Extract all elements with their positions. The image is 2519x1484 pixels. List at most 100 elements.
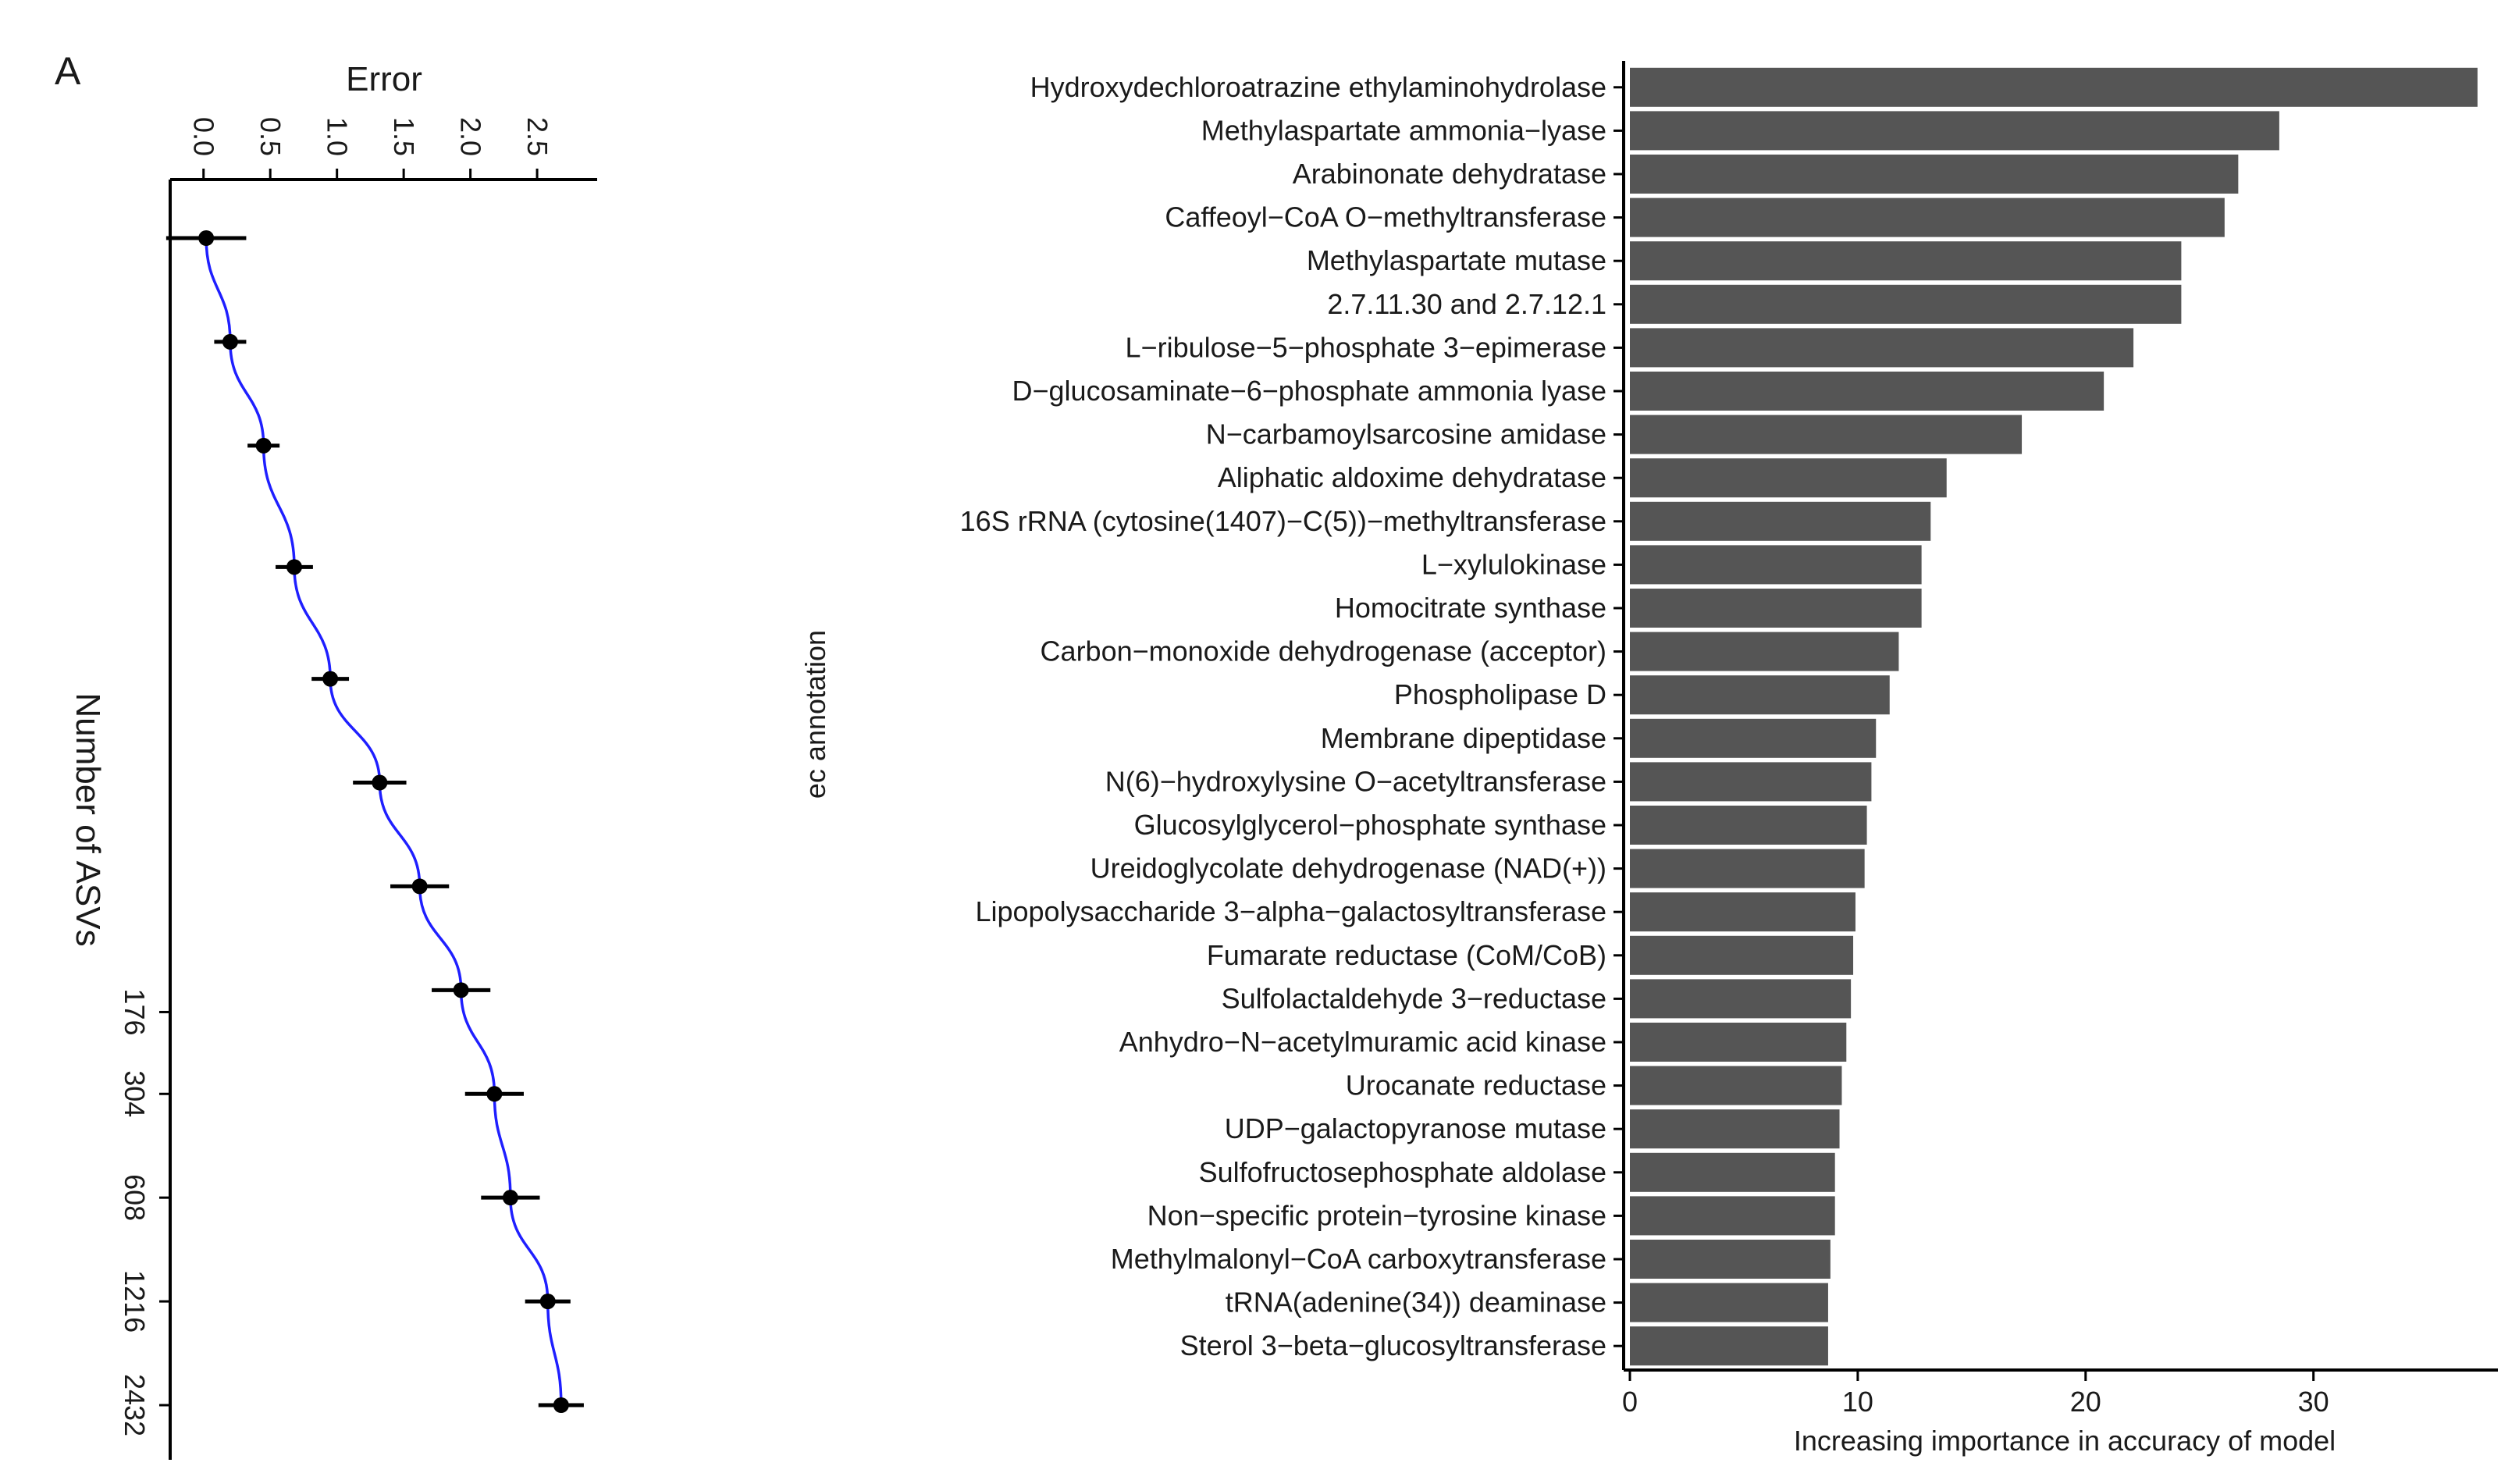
bar (1630, 1326, 1828, 1366)
y-tick-label: 1216 (119, 1270, 151, 1333)
bar (1630, 849, 1865, 888)
bar-category-label: Glucosylglycerol−phosphate synthase (1134, 809, 1606, 841)
error-curve-line (205, 237, 563, 1406)
data-point (286, 559, 302, 575)
bar-category-label: 16S rRNA (cytosine(1407)−C(5))−methyltra… (960, 505, 1606, 537)
x-tick-label: 2.0 (455, 117, 487, 156)
data-point (222, 333, 238, 350)
bar-category-label: D−glucosaminate−6−phosphate ammonia lyas… (1012, 375, 1606, 407)
x-tick-label: 30 (2298, 1386, 2329, 1418)
data-point (322, 671, 339, 687)
bar-category-label: Fumarate reductase (CoM/CoB) (1207, 939, 1606, 971)
bar (1630, 328, 2134, 368)
x-axis-title: Increasing importance in accuracy of mod… (1794, 1425, 2336, 1457)
x-tick-label: 0.5 (254, 117, 286, 156)
bar-category-labels: Hydroxydechloroatrazine ethylaminohydrol… (960, 71, 1624, 1361)
bar-category-label: Caffeoyl−CoA O−methyltransferase (1165, 201, 1606, 233)
x-tick-label: 0 (1622, 1386, 1638, 1418)
bar-category-label: Membrane dipeptidase (1321, 722, 1606, 754)
bar-category-label: Sulfofructosephosphate aldolase (1199, 1156, 1606, 1188)
x-axis-title: Error (346, 60, 422, 98)
data-point (553, 1397, 569, 1413)
bar (1630, 241, 2182, 281)
x-axis-ticks: 0.0 0.5 1.0 1.5 2.0 2.5 (188, 117, 553, 180)
bar-category-label: Ureidoglycolate dehydrogenase (NAD(+)) (1090, 852, 1606, 884)
bar (1630, 198, 2225, 237)
bar-category-label: Anhydro−N−acetylmuramic acid kinase (1119, 1026, 1606, 1058)
bar-category-label: Phospholipase D (1394, 678, 1606, 710)
bar (1630, 1152, 1835, 1192)
bar (1630, 675, 1890, 715)
x-tick-label: 20 (2070, 1386, 2101, 1418)
bar (1630, 545, 1922, 585)
bar (1630, 1240, 1831, 1279)
bar (1630, 1023, 1847, 1062)
data-point (198, 230, 215, 246)
x-tick-label: 10 (1842, 1386, 1873, 1418)
bar (1630, 415, 2023, 454)
bar-category-label: Sulfolactaldehyde 3−reductase (1222, 982, 1606, 1014)
bar-category-label: Homocitrate synthase (1335, 592, 1606, 624)
bar (1630, 589, 1922, 628)
y-axis-ticks: 176 304 608 1216 2432 (119, 988, 170, 1436)
bar-category-label: N−carbamoylsarcosine amidase (1206, 418, 1606, 450)
bar-category-label: Urocanate reductase (1346, 1069, 1606, 1101)
y-tick-label: 176 (119, 988, 151, 1035)
data-point (255, 437, 272, 454)
x-tick-label: 2.5 (521, 117, 553, 156)
bar (1630, 1109, 1840, 1149)
bar-category-label: 2.7.11.30 and 2.7.12.1 (1327, 288, 1606, 320)
bar (1630, 718, 1877, 758)
y-tick-label: 608 (119, 1174, 151, 1221)
y-axis-title: Number of ASVs (69, 692, 107, 946)
panel-label: A (55, 49, 81, 93)
bar-category-label: Hydroxydechloroatrazine ethylaminohydrol… (1030, 71, 1606, 103)
bar-category-label: Carbon−monoxide dehydrogenase (acceptor) (1041, 635, 1606, 667)
bar-category-label: Methylaspartate mutase (1307, 244, 1606, 276)
bar (1630, 111, 2279, 151)
bar-category-label: tRNA(adenine(34)) deaminase (1226, 1286, 1606, 1319)
bar (1630, 979, 1852, 1019)
plot-area (165, 230, 584, 1413)
bar (1630, 632, 1899, 671)
data-point (539, 1294, 556, 1310)
bar (1630, 67, 2478, 107)
importance-bar-panel: Hydroxydechloroatrazine ethylaminohydrol… (799, 61, 2498, 1457)
bar-category-label: N(6)−hydroxylysine O−acetyltransferase (1105, 765, 1606, 797)
bars (1630, 67, 2478, 1366)
bar-category-label: Non−specific protein−tyrosine kinase (1147, 1199, 1606, 1231)
bar-category-label: UDP−galactopyranose mutase (1225, 1112, 1606, 1144)
bar-category-label: L−xylulokinase (1421, 548, 1606, 580)
bar (1630, 1196, 1835, 1236)
data-point (502, 1190, 518, 1206)
bar (1630, 762, 1872, 802)
data-point (411, 878, 428, 895)
bar-category-label: Aliphatic aldoxime dehydratase (1218, 461, 1606, 493)
x-tick-label: 1.0 (322, 117, 354, 156)
bar (1630, 1066, 1842, 1105)
bar-category-label: Methylaspartate ammonia−lyase (1201, 114, 1606, 146)
bar-category-label: L−ribulose−5−phosphate 3−epimerase (1126, 331, 1606, 363)
bar (1630, 935, 1854, 975)
bar-category-label: Sterol 3−beta−glucosyltransferase (1180, 1329, 1606, 1361)
x-tick-label: 1.5 (388, 117, 420, 156)
error-curve-panel: A Error Number of ASVs 0.0 0.5 1.0 1.5 2.0 2.… (55, 49, 597, 1460)
y-tick-label: 304 (119, 1070, 151, 1117)
data-point (453, 982, 469, 998)
data-point (486, 1086, 503, 1102)
y-axis-title: ec annotation (799, 630, 831, 799)
bar-category-label: Arabinonate dehydratase (1293, 158, 1606, 190)
bar (1630, 501, 1931, 541)
y-tick-label: 2432 (119, 1374, 151, 1436)
bar (1630, 892, 1855, 932)
bar (1630, 155, 2239, 194)
x-tick-label: 0.0 (188, 117, 220, 156)
bar (1630, 284, 2182, 324)
bar (1630, 1283, 1828, 1322)
data-point (372, 774, 388, 791)
bar-category-label: Lipopolysaccharide 3−alpha−galactosyltra… (975, 895, 1606, 927)
bar (1630, 458, 1947, 498)
bar (1630, 372, 2105, 411)
bar (1630, 806, 1867, 845)
